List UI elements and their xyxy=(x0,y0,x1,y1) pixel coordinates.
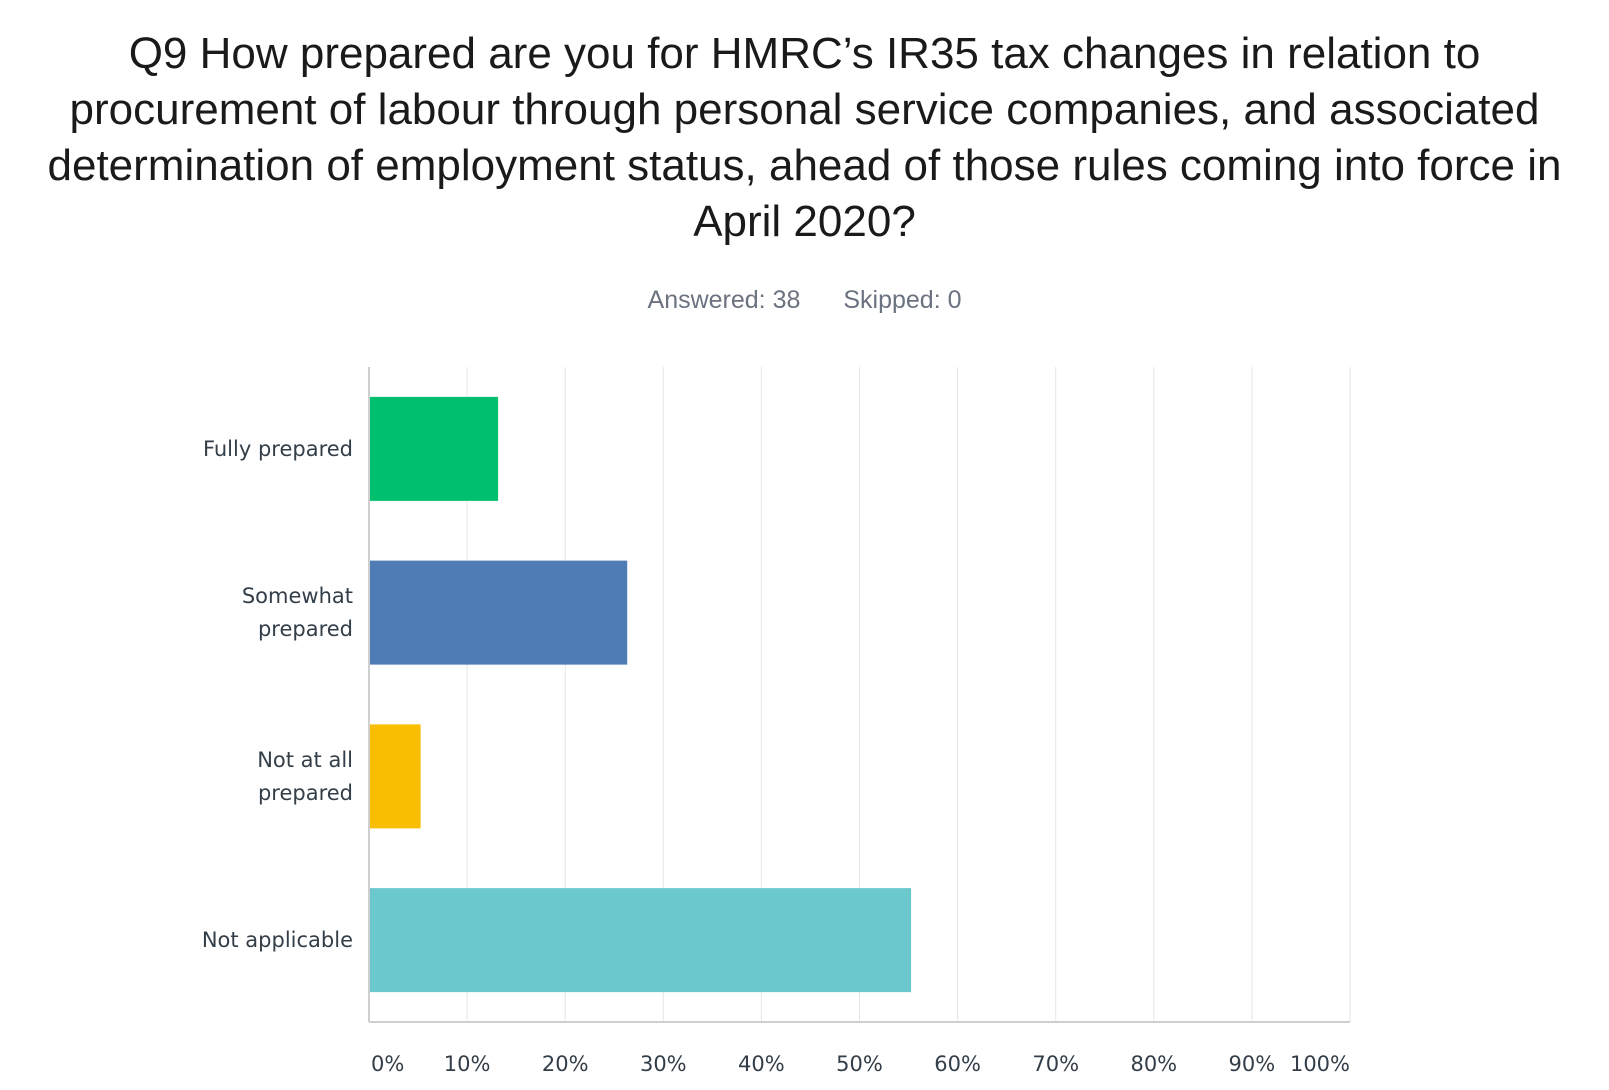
category-label: Fully prepared xyxy=(203,437,353,461)
x-tick-label: 90% xyxy=(1229,1052,1276,1076)
bar xyxy=(369,724,421,829)
x-tick-label: 0% xyxy=(371,1052,404,1076)
x-tick-label: 50% xyxy=(836,1052,883,1076)
answered-count: Answered: 38 xyxy=(647,286,801,314)
x-tick-label: 20% xyxy=(542,1052,589,1076)
category-label: Somewhat prepared xyxy=(242,584,353,641)
x-tick-label: 30% xyxy=(640,1052,687,1076)
x-tick-label: 40% xyxy=(738,1052,785,1076)
x-tick-label: 100% xyxy=(1290,1052,1350,1076)
x-tick-label: 80% xyxy=(1130,1052,1177,1076)
x-tick-label: 10% xyxy=(444,1052,491,1076)
bar xyxy=(369,396,499,501)
x-tick-label: 60% xyxy=(934,1052,981,1076)
chart-title: Q9 How prepared are you for HMRC’s IR35 … xyxy=(47,29,1562,246)
response-stats: Answered: 38 Skipped: 0 xyxy=(0,286,1609,315)
x-tick-labels: 0% 10% 20% 30% 40% 50% 60% 70% 80% 90% 100% xyxy=(371,1052,1350,1076)
category-labels: Fully prepared Somewhat prepared Not at all… xyxy=(202,437,353,952)
skipped-count: Skipped: 0 xyxy=(843,286,962,314)
x-tick-label: 70% xyxy=(1032,1052,1079,1076)
axes xyxy=(368,367,1350,1023)
bar xyxy=(369,560,628,665)
bar xyxy=(369,888,912,993)
category-label: Not applicable xyxy=(202,928,353,952)
bars xyxy=(369,396,912,993)
category-label: Not at all prepared xyxy=(257,748,353,805)
